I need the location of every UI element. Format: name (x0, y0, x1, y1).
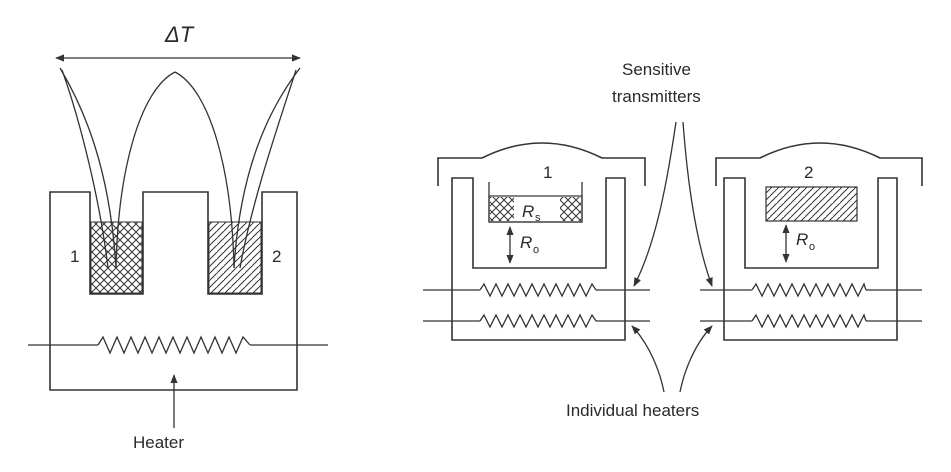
ro-subscript-1: o (533, 244, 539, 256)
individual-heaters-label: Individual heaters (566, 401, 699, 420)
cell-2-body (723, 177, 898, 341)
heater-label: Heater (133, 433, 184, 452)
cell-1-lid (437, 142, 646, 186)
cell-1-body (451, 177, 626, 341)
rs-subscript: s (535, 212, 541, 224)
delta-t-label: ΔT (164, 22, 195, 47)
sample-2-label: 2 (272, 247, 281, 266)
cell-2-sample (765, 186, 858, 222)
cell-2: 2 R o (715, 142, 923, 341)
ro-label-2: R (796, 230, 808, 249)
sensitive-label: Sensitive (622, 60, 691, 79)
cell-1-label: 1 (543, 163, 552, 182)
cell-2-label: 2 (804, 163, 813, 182)
individual-heater-coils (423, 282, 922, 329)
heater-arrow-1 (631, 325, 665, 393)
transmitters-label: transmitters (612, 87, 701, 106)
cell-1-sample-hatch-right (560, 197, 581, 221)
ro-subscript-2: o (809, 241, 815, 253)
cell-1-sample-hatch-left (490, 197, 514, 221)
dta-block-diagram: ΔT 1 2 Heater (28, 22, 328, 452)
heater-arrow-2 (679, 325, 713, 393)
transmitter-arrow-1 (633, 121, 677, 287)
ro-label-1: R (520, 233, 532, 252)
sample-1-label: 1 (70, 247, 79, 266)
heater-coil (28, 335, 328, 355)
transmitter-arrow-2 (682, 121, 713, 287)
dsc-cells-diagram: Sensitive transmitters 1 R s R o 2 R o (423, 60, 923, 420)
thermocouple-wires (59, 67, 301, 269)
cell-1-sample (488, 195, 583, 223)
cell-2-lid (715, 142, 923, 186)
cell-1: 1 R s R o (437, 142, 646, 341)
sample-block-outline (49, 191, 298, 391)
rs-label: R (522, 202, 534, 221)
